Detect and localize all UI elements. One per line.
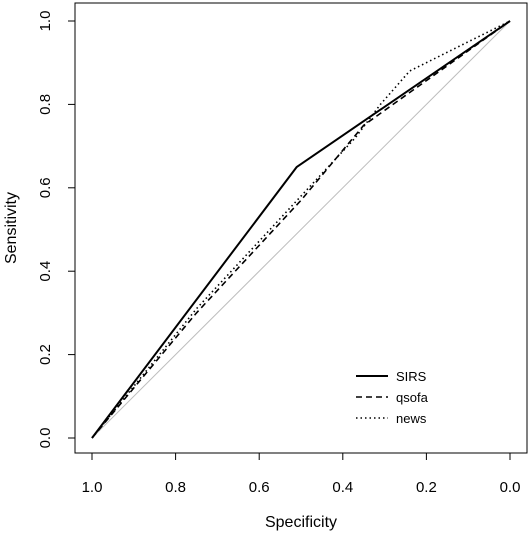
x-tick-label-3: 0.4 <box>332 479 353 496</box>
series-line-qsofa <box>91 20 511 439</box>
y-axis: 0.0 0.2 0.4 0.6 0.8 1.0 <box>37 11 75 449</box>
series-line-news <box>91 20 511 439</box>
x-tick-label-0: 1.0 <box>82 479 103 496</box>
y-tick-label-3: 0.6 <box>37 177 54 198</box>
y-tick-label-1: 0.2 <box>37 344 54 365</box>
series-line-SIRS <box>91 20 511 439</box>
legend-label-qsofa: qsofa <box>396 390 429 405</box>
x-axis-title: Specificity <box>265 514 337 531</box>
x-tick-label-5: 0.0 <box>500 479 521 496</box>
reference-diagonal <box>91 20 511 439</box>
plot-area <box>91 20 511 439</box>
x-tick-label-1: 0.8 <box>165 479 186 496</box>
legend-label-SIRS: SIRS <box>396 369 427 384</box>
x-axis: 1.0 0.8 0.6 0.4 0.2 0.0 <box>82 453 521 496</box>
x-tick-label-2: 0.6 <box>249 479 270 496</box>
y-axis-title: Sensitivity <box>3 192 20 264</box>
y-tick-label-5: 1.0 <box>37 11 54 32</box>
y-tick-label-2: 0.4 <box>37 261 54 282</box>
plot-frame <box>74 2 528 454</box>
y-tick-label-4: 0.8 <box>37 94 54 115</box>
legend: SIRS qsofa news <box>356 369 429 426</box>
legend-label-news: news <box>396 411 427 426</box>
x-tick-label-4: 0.2 <box>416 479 437 496</box>
y-tick-label-0: 0.0 <box>37 428 54 449</box>
